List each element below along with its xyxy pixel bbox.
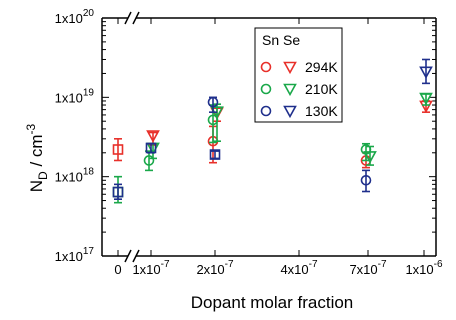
series-undoped-130k	[145, 142, 157, 154]
data-point-triangle-down	[419, 66, 433, 79]
x-tick-label-exponent: -7	[309, 259, 318, 270]
legend-label: 294K	[305, 59, 338, 75]
plot-frame	[101, 11, 437, 263]
series-undoped-130k	[112, 183, 124, 200]
data-marks	[112, 58, 433, 204]
x-tick-label-exponent: -7	[378, 259, 387, 270]
x-tick-label-base: 7x10	[349, 262, 377, 277]
y-tick-label: 1x1018	[55, 167, 95, 185]
y-tick-label-base: 1x10	[55, 249, 83, 264]
legend-label: 210K	[305, 81, 338, 97]
legend-marker-se	[283, 83, 297, 97]
axis-break-mark-bottom-1	[124, 249, 132, 263]
legend-marker-sn	[260, 83, 272, 95]
legend-marker-se	[283, 61, 297, 75]
y-tick-label-base: 1x10	[55, 11, 83, 26]
x-tick-label: 2x10-7	[196, 259, 234, 277]
x-tick-label: 0	[114, 262, 121, 277]
y-axis-title-unit: / cm	[27, 134, 46, 171]
series-sn-294k	[207, 125, 372, 169]
y-tick-label-exponent: 17	[83, 246, 95, 257]
x-tick-label: 1x10-7	[132, 259, 170, 277]
x-tick-label: 1x10-6	[405, 259, 443, 277]
data-point-square	[112, 186, 124, 198]
axis-break-mark-top-2	[132, 11, 140, 25]
x-tick-label: 7x10-7	[349, 259, 387, 277]
legend-box	[254, 27, 343, 123]
y-tick-label-exponent: 19	[83, 87, 95, 98]
axis-break-mark-bottom-2	[132, 249, 140, 263]
legend-marker-sn	[260, 105, 272, 117]
x-tick-label-base: 4x10	[280, 262, 308, 277]
x-tick-label-exponent: -6	[434, 259, 443, 270]
axis-break-mark-top-1	[124, 11, 132, 25]
x-tick-label-exponent: -7	[161, 259, 170, 270]
x-tick-label-base: 1x10	[405, 262, 433, 277]
data-point-circle	[360, 174, 372, 186]
x-tick-label-base: 1x10	[132, 262, 160, 277]
y-tick-label-base: 1x10	[55, 170, 83, 185]
data-point-triangle-down	[363, 151, 377, 164]
data-point-square	[145, 142, 157, 154]
y-tick-label: 1x1019	[55, 87, 95, 105]
x-tick-label-exponent: -7	[225, 259, 234, 270]
legend: Sn Se 294K 210K 130K	[254, 27, 343, 123]
y-axis-title-main: N	[27, 180, 46, 192]
data-point-triangle-down	[419, 92, 433, 106]
x-tick-label: 4x10-7	[280, 259, 318, 277]
series-sn-130k	[207, 96, 372, 193]
data-point-circle	[207, 96, 219, 108]
data-point-square	[209, 149, 221, 160]
y-tick-label-exponent: 18	[83, 167, 95, 178]
y-tick-label: 1x1020	[55, 8, 95, 26]
x-axis-ticks: 0 1x10-7 2x10-7 4x10-7 7x10-7 1x10-6	[114, 18, 443, 277]
legend-marker-sn	[260, 61, 272, 73]
data-point-triangle-down	[146, 130, 160, 143]
y-axis-title: ND / cm-3	[24, 123, 50, 192]
y-tick-label: 1x1017	[55, 246, 95, 264]
y-axis-title-subscript: D	[36, 171, 50, 180]
series-undoped-294k	[112, 138, 124, 162]
x-axis-title: Dopant molar fraction	[191, 293, 354, 312]
y-axis-title-superscript: -3	[24, 123, 38, 134]
y-tick-label-base: 1x10	[55, 90, 83, 105]
data-point-square	[112, 144, 124, 155]
x-tick-label-base: 2x10	[196, 262, 224, 277]
data-point-circle	[143, 155, 155, 166]
legend-marker-se	[283, 105, 297, 119]
legend-label: 130K	[305, 103, 338, 119]
y-tick-label-exponent: 20	[83, 8, 95, 19]
series-undoped-130k	[209, 149, 221, 160]
legend-title: Sn Se	[262, 32, 300, 48]
series-se-130k	[419, 58, 433, 85]
